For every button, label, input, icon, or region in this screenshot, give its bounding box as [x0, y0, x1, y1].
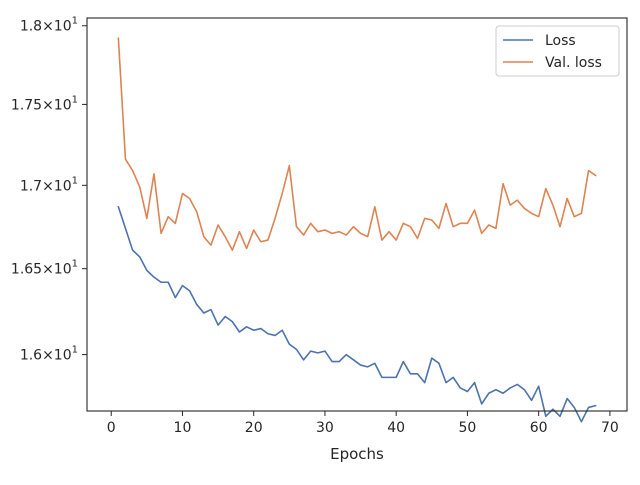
x-tick-label: 0: [107, 420, 116, 436]
y-tick-base: 1.6×10: [20, 348, 72, 364]
y-tick-label: 1.75×101: [11, 94, 78, 113]
plot-area: [117, 37, 597, 423]
y-tick-base: 1.75×10: [11, 97, 72, 113]
y-tick-exponent: 1: [72, 16, 78, 27]
y-tick-label: 1.7×101: [20, 175, 78, 194]
legend: Loss Val. loss: [495, 25, 620, 77]
legend-label: Val. loss: [545, 55, 602, 71]
y-tick-exponent: 1: [72, 345, 78, 356]
x-tick-label: 10: [174, 420, 192, 436]
y-tick-base: 1.65×10: [11, 262, 72, 278]
x-tick-label: 20: [245, 420, 263, 436]
y-tick-label: 1.8×101: [20, 16, 78, 35]
x-tick-label: 40: [387, 420, 405, 436]
y-tick-exponent: 1: [72, 259, 78, 270]
y-tick-label: 1.65×101: [11, 259, 78, 278]
x-tick-label: 30: [316, 420, 334, 436]
x-tick-label: 50: [459, 420, 477, 436]
x-axis: 0 10 20 30 40 50 60 70: [107, 411, 619, 436]
y-tick-exponent: 1: [72, 94, 78, 105]
x-axis-label: Epochs: [330, 445, 384, 463]
y-tick-exponent: 1: [72, 175, 78, 186]
legend-label: Loss: [545, 33, 576, 49]
series-line-val-loss: [117, 37, 597, 251]
x-tick-label: 60: [530, 420, 548, 436]
legend-box: [495, 25, 620, 77]
plot-frame: [86, 17, 628, 412]
y-tick-base: 1.8×10: [20, 19, 72, 35]
y-tick-label: 1.6×101: [20, 345, 78, 364]
series-line-loss: [117, 205, 597, 423]
x-tick-label: 70: [601, 420, 619, 436]
y-tick-base: 1.7×10: [20, 178, 72, 194]
